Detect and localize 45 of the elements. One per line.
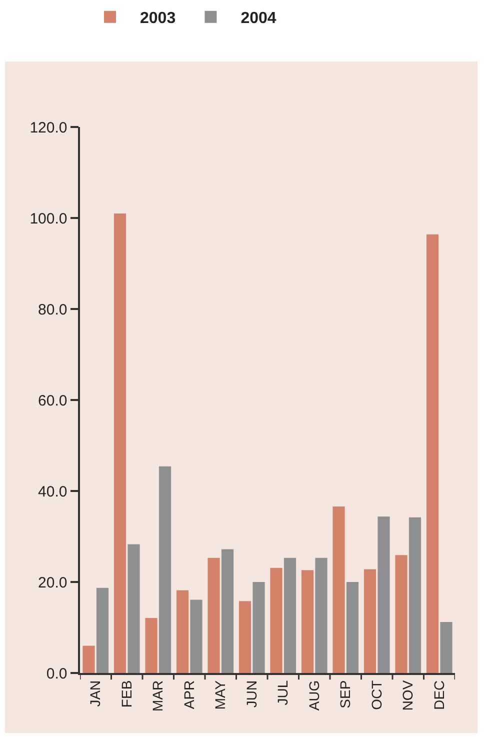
bar [252, 582, 265, 673]
bar [315, 558, 328, 673]
x-tick-label: SEP [337, 680, 354, 708]
x-tick-label: APR [180, 680, 197, 710]
bar [176, 590, 189, 673]
bar [82, 646, 95, 673]
bar [190, 600, 202, 673]
x-tick-label: FEB [118, 680, 134, 708]
bar [378, 516, 390, 673]
y-tick-label: 120.0 [30, 119, 68, 136]
bar [408, 517, 422, 673]
legend-label: 2003 [140, 10, 176, 28]
bar [395, 555, 408, 673]
bar [364, 569, 376, 673]
bar [332, 506, 345, 673]
x-tick-label: DEC [430, 680, 447, 710]
x-tick-label: MAY [212, 680, 228, 710]
x-tick-label: MAR [150, 680, 166, 712]
bar [96, 588, 109, 673]
x-tick-label: OCT [368, 680, 384, 710]
bar [158, 466, 172, 673]
bar [426, 234, 439, 673]
x-tick-label: AUG [306, 680, 322, 711]
bar [346, 582, 359, 673]
y-tick-label: 60.0 [38, 392, 68, 410]
bar [208, 558, 220, 673]
bar [440, 622, 452, 673]
bar [128, 544, 140, 673]
x-tick-label: JAN [87, 680, 104, 707]
x-tick-label: NOV [400, 680, 416, 711]
x-tick-label: JUN [243, 680, 260, 708]
x-tick-label: JUL [274, 680, 291, 706]
bar [301, 570, 314, 673]
bar [221, 549, 234, 673]
y-tick-label: 80.0 [38, 301, 68, 318]
bar [238, 601, 252, 673]
y-tick-label: 100.0 [30, 210, 68, 228]
bar [145, 618, 158, 673]
bar [270, 568, 282, 673]
y-tick-label: 40.0 [38, 483, 68, 500]
bar [114, 213, 126, 673]
legend-label: 2004 [240, 10, 276, 28]
y-tick-label: 0.0 [46, 665, 68, 682]
bar [284, 558, 296, 673]
y-tick-label: 20.0 [38, 574, 68, 592]
